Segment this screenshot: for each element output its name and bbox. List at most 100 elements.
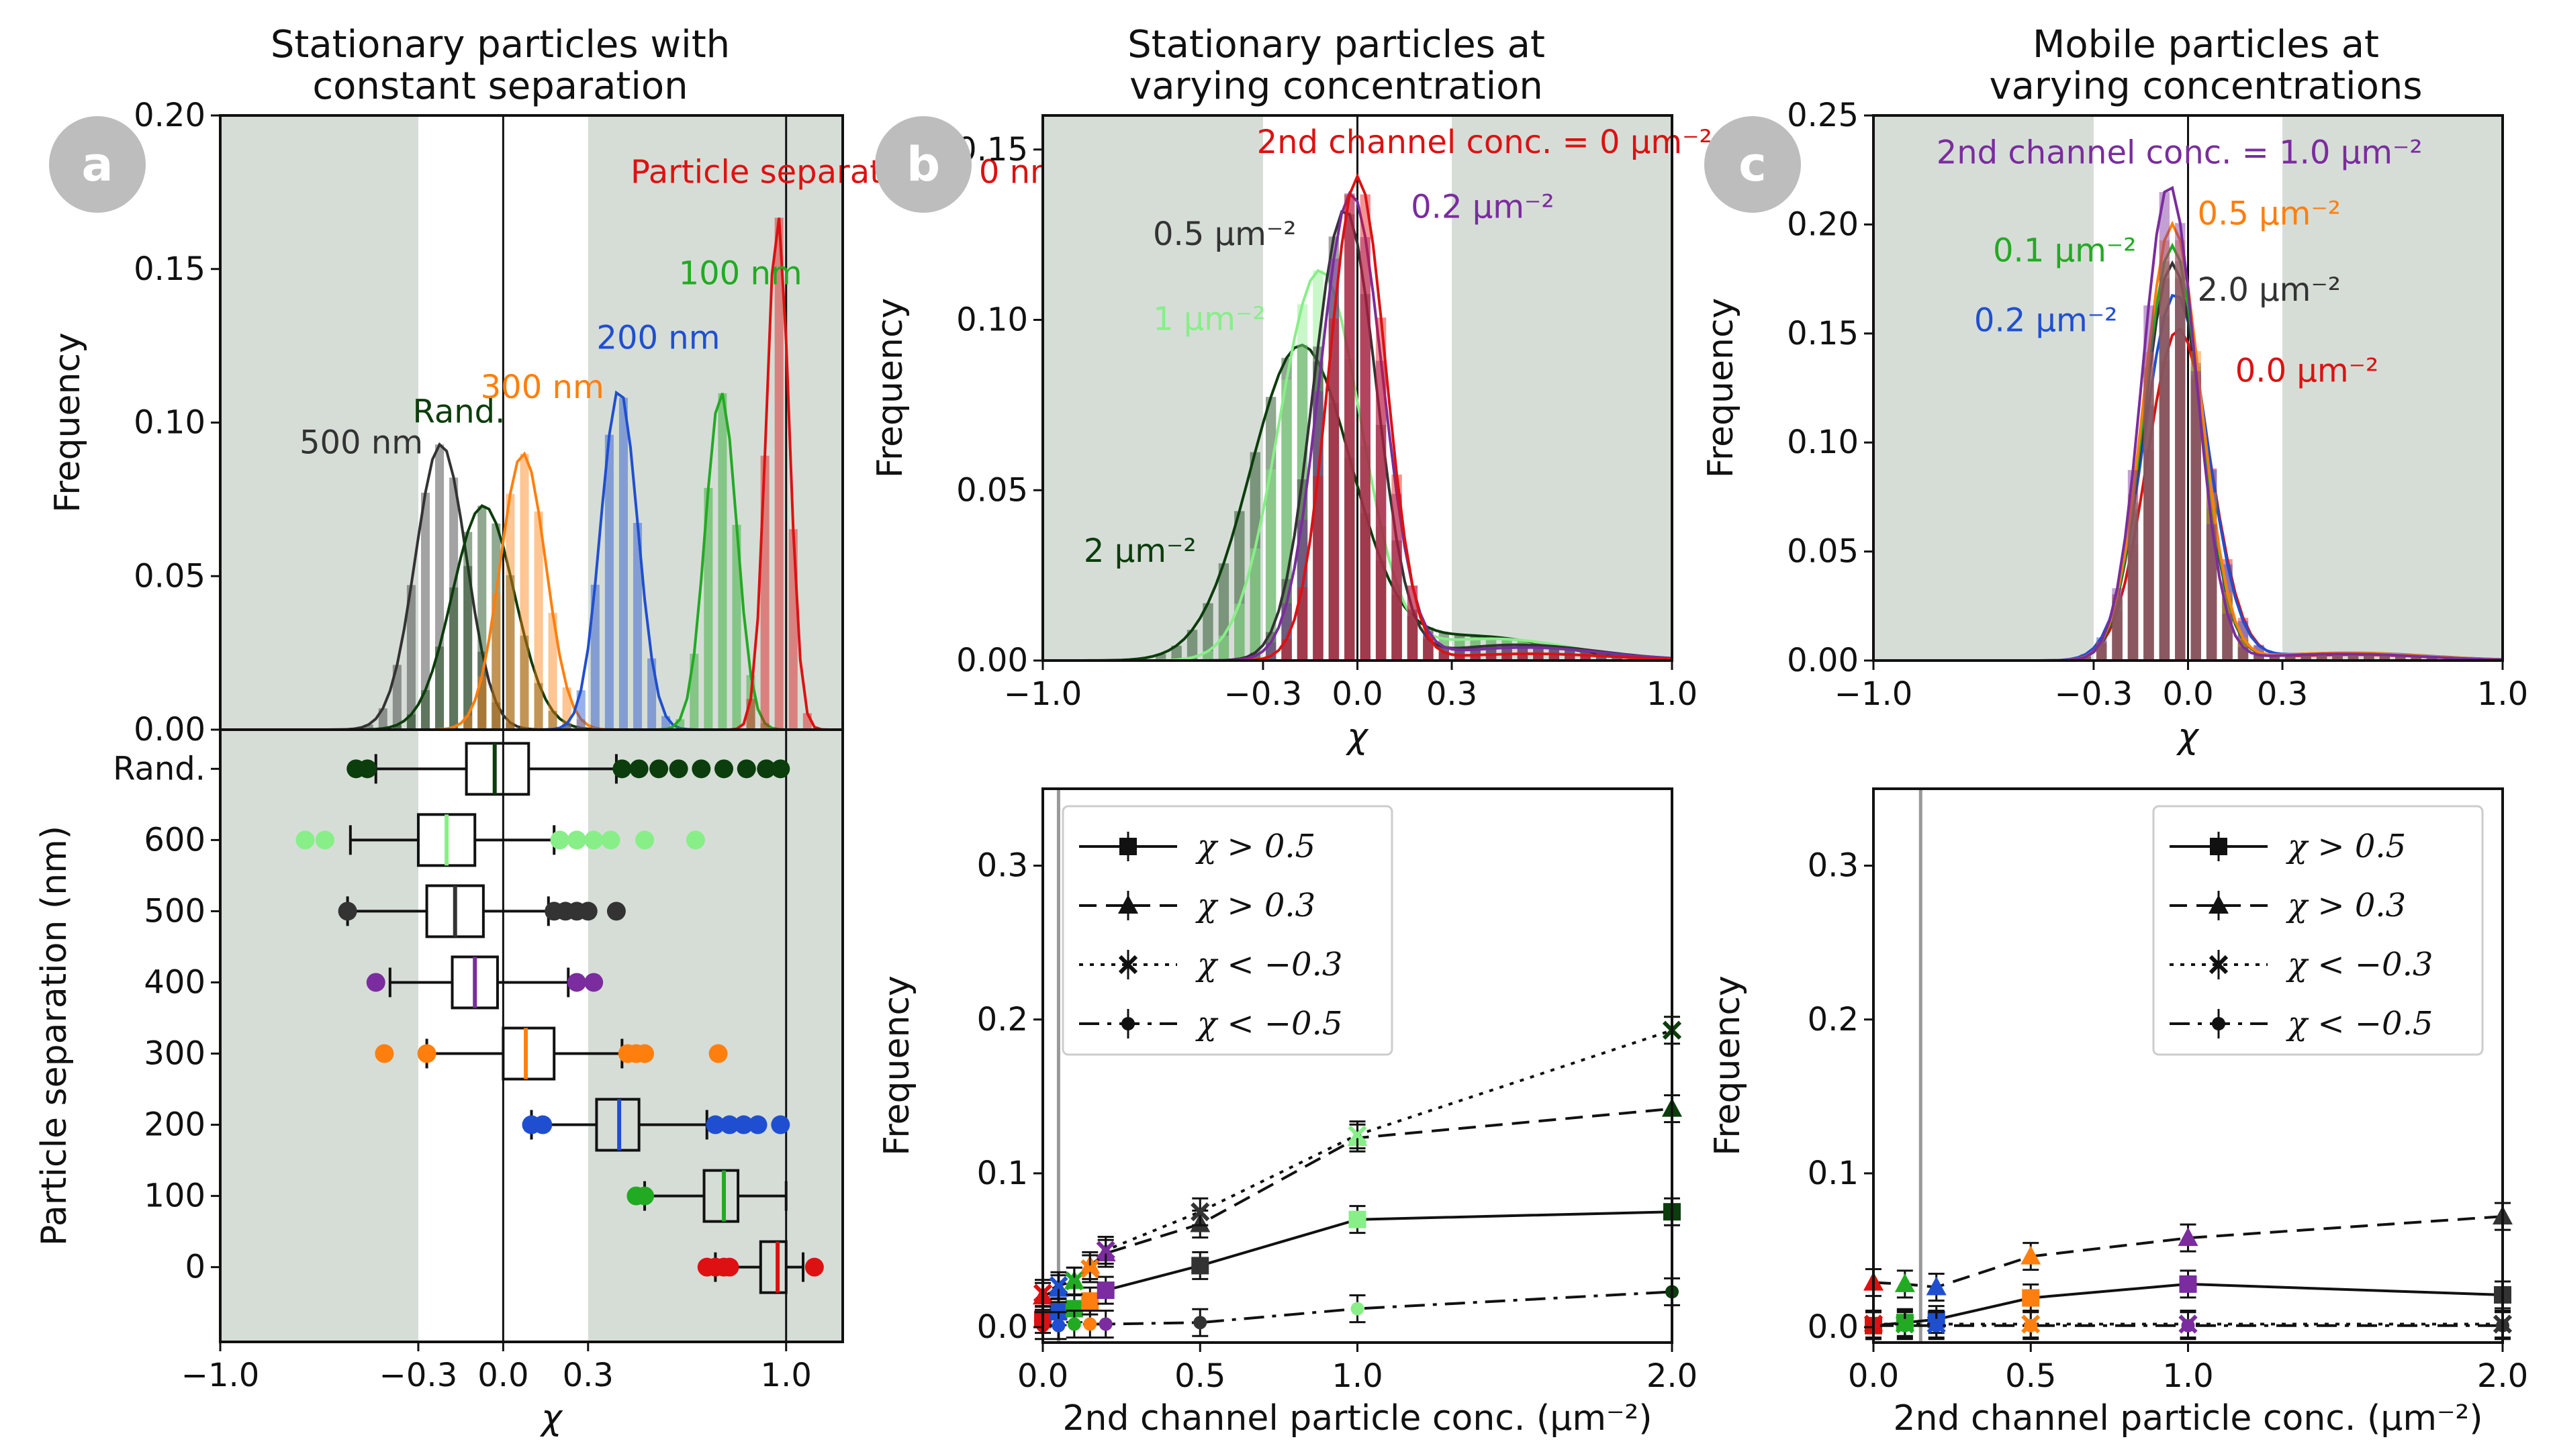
y-tick-label: 0 — [185, 1249, 205, 1286]
outlier-point — [669, 759, 688, 779]
histogram-bar — [1265, 469, 1276, 661]
histogram-bar — [2269, 655, 2280, 661]
histogram-bar — [1391, 594, 1402, 661]
y-tick-label: 0.20 — [1787, 205, 1859, 243]
lineplot-panel-c: χ > 0.5 χ > 0.3 χ < −0.3 χ < −0.5 0.0 0.1 0.2 0… — [1708, 787, 2528, 1439]
shade-region — [220, 115, 418, 730]
histogram-bar — [2379, 654, 2390, 661]
histogram-panel-b: 2nd channel conc. = 0 µm⁻² 0.2 µm⁻² 0.5 µm… — [870, 114, 1712, 757]
histogram-bar — [2285, 654, 2296, 661]
y-tick-label: 0.10 — [956, 301, 1028, 339]
histogram-bar — [463, 566, 473, 730]
marker-circle — [1350, 1302, 1364, 1316]
histogram-bar — [2222, 592, 2233, 661]
series-annotation: 2nd channel conc. = 1.0 µm⁻² — [1937, 134, 2423, 171]
marker-circle — [1052, 1318, 1066, 1332]
badge-label: c — [1738, 137, 1767, 192]
marker-square — [1191, 1257, 1209, 1275]
histogram-bar — [1313, 476, 1323, 661]
histogram-bar — [2285, 654, 2296, 661]
histogram-bar — [1517, 653, 1528, 661]
histogram-bar — [2364, 653, 2374, 661]
outlier-point — [771, 1115, 790, 1134]
marker-circle — [1193, 1316, 1207, 1330]
outlier-point — [629, 759, 649, 779]
histogram-bar — [2112, 594, 2123, 661]
y-tick-label: 0.3 — [1808, 847, 1859, 885]
histogram-bar — [2348, 652, 2359, 661]
histogram-bar — [2175, 223, 2186, 661]
outlier-point — [375, 1044, 394, 1063]
y-tick-label: 100 — [144, 1177, 205, 1215]
histogram-bar — [1344, 214, 1355, 661]
y-tick-label: 0.1 — [977, 1155, 1028, 1192]
boxplot-panel: Rand. 600 500 400 300 200 100 0 −1.0 −0.3 0.0 0.3 1.… — [34, 728, 844, 1438]
histogram-bar — [732, 524, 741, 730]
marker-square — [1081, 1292, 1099, 1310]
histogram-bar — [1281, 603, 1292, 661]
panel-title-line: Stationary particles at — [1127, 23, 1545, 66]
shade-region — [588, 730, 843, 1342]
y-tick-label: 0.00 — [134, 711, 205, 748]
marker-square — [2210, 838, 2227, 855]
histogram-bar — [2080, 656, 2091, 661]
series-annotation: Particle separation = 0 nm — [631, 154, 1062, 191]
marker-circle — [1099, 1317, 1113, 1331]
histogram-panel-a: Particle separation = 0 nm 100 nm 200 nm 30… — [48, 97, 1062, 748]
axes-frame — [219, 728, 844, 1343]
histogram-panel-c: 2nd channel conc. = 1.0 µm⁻² 0.5 µm⁻² 0.1 … — [1701, 97, 2528, 757]
histogram-bar — [1218, 563, 1229, 661]
series-annotation: 0.5 µm⁻² — [1153, 215, 1296, 253]
outlier-point — [584, 830, 604, 850]
series-annotation: 2nd channel conc. = 0 µm⁻² — [1257, 124, 1712, 161]
x-tick-label: −1.0 — [1834, 675, 1913, 713]
outlier-point — [771, 759, 790, 779]
histogram-bar — [2080, 656, 2091, 661]
y-axis-label: Frequency — [1708, 975, 1748, 1156]
histogram-bar — [2190, 375, 2201, 661]
histogram-bar — [1407, 616, 1418, 661]
histogram-bar — [1281, 579, 1292, 661]
histogram-bar — [2316, 654, 2327, 661]
marker-circle — [1929, 1318, 1943, 1332]
series-1 — [1863, 1202, 2513, 1302]
shade-region — [1873, 115, 2094, 661]
histogram-bar — [2222, 614, 2233, 661]
legend-label: χ < −0.3 — [1195, 946, 1342, 983]
marker-x — [1049, 1276, 1068, 1296]
series-line — [1042, 1028, 1673, 1295]
histogram-bar — [2080, 657, 2091, 661]
histogram-bar — [2332, 654, 2343, 661]
series-annotation: 2 µm⁻² — [1084, 532, 1197, 570]
series-0 — [1873, 327, 2503, 662]
outlier-point — [737, 759, 756, 779]
histogram-bar — [406, 585, 416, 730]
legend-box — [2152, 805, 2484, 1056]
histogram-bar — [2112, 588, 2123, 661]
histogram-bar — [506, 493, 515, 730]
outlier-point — [295, 830, 315, 850]
marker-triangle — [2178, 1227, 2198, 1247]
y-tick-label: 0.10 — [1787, 424, 1859, 461]
histogram-bar — [2395, 654, 2406, 661]
histogram-bar — [1391, 584, 1402, 661]
histogram-bar — [449, 587, 459, 730]
y-tick-label: 0.3 — [977, 847, 1028, 885]
histogram-bar — [1407, 618, 1418, 661]
box-row: 200 — [144, 1098, 790, 1152]
histogram-bar — [2379, 654, 2390, 661]
y-tick-label: 0.00 — [1787, 642, 1859, 679]
legend-label: χ < −0.5 — [2286, 1005, 2433, 1042]
histogram-bar — [2348, 654, 2359, 661]
panel-title-line: constant separation — [312, 64, 688, 108]
histogram-bar — [2127, 470, 2139, 661]
histogram-bar — [2190, 371, 2201, 661]
outlier-point — [635, 1186, 655, 1206]
series-annotation: 0.5 µm⁻² — [2198, 195, 2341, 232]
histogram-bar — [1548, 654, 1560, 661]
outlier-point — [567, 973, 586, 992]
histogram-bar — [548, 612, 557, 730]
histogram-bar — [1171, 645, 1182, 661]
x-tick-label: −1.0 — [1004, 675, 1082, 713]
series-annotation: 100 nm — [679, 255, 802, 293]
